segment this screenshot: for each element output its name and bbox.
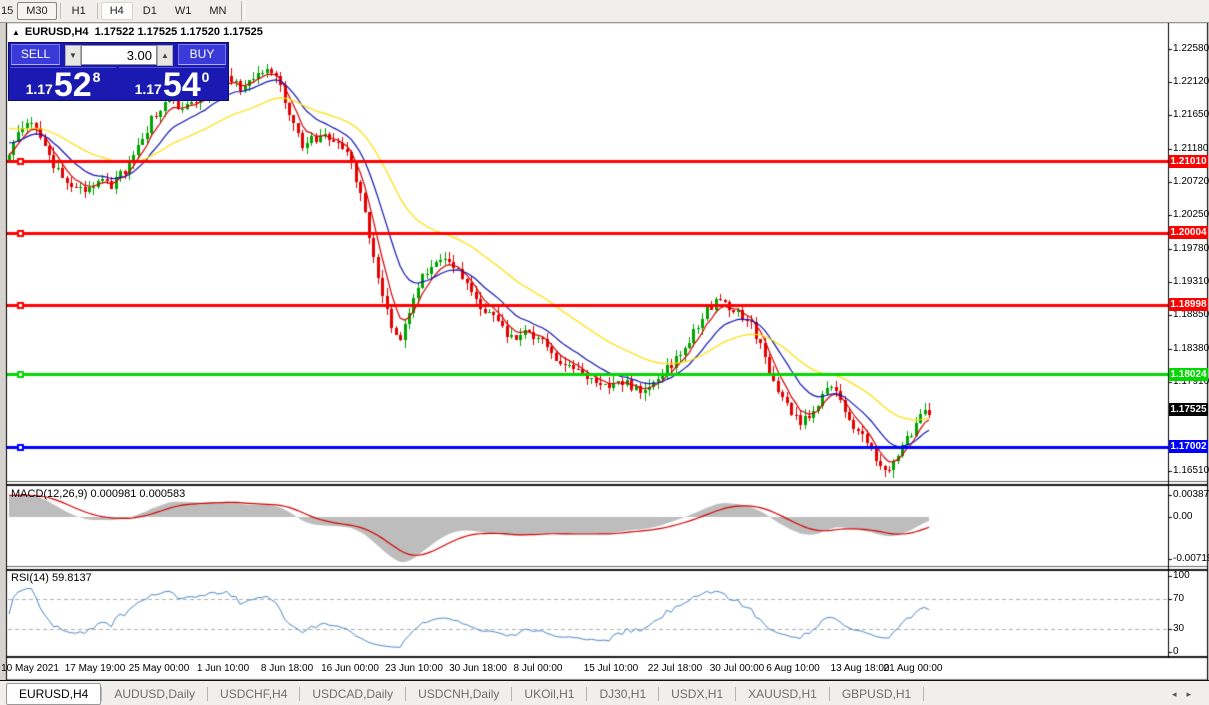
level-price-label: 1.20004 [1169,226,1208,240]
macd-scale-label: 0.00 [1173,511,1193,522]
level-price-label: 1.18998 [1169,298,1208,312]
timeframe-button-mn[interactable]: MN [209,5,227,17]
timeframe-button-h4[interactable]: H4 [100,2,133,20]
collapse-panel-icon[interactable]: ▲ [12,28,20,37]
y-axis-tick-label: 1.21180 [1173,142,1209,154]
y-axis-tick-label: 1.19310 [1173,276,1209,288]
tab-separator [207,686,209,701]
tab-separator [923,686,925,701]
chart-tab-xauusd[interactable]: XAUUSD,H1 [748,687,817,701]
rsi-scale-label: 70 [1173,592,1185,604]
y-axis-tick-label: 1.16510 [1173,465,1209,476]
x-axis-date-label: 8 Jul 00:00 [513,663,563,674]
sell-button[interactable]: SELL [11,44,60,65]
y-axis-tick-label: 1.18380 [1173,342,1209,354]
chart-tab-bar: EURUSD,H4 AUDUSD,Daily USDCHF,H4 USDCAD,Dai… [0,680,1209,705]
tab-separator [101,686,103,701]
x-axis-date-label: 16 Jun 00:00 [321,663,379,674]
chart-tab-usdchf[interactable]: USDCHF,H4 [220,687,288,701]
chart-symbol-label: EURUSD,H4 [24,26,89,38]
tab-separator [586,686,588,701]
x-axis-date-label: 22 Jul 18:00 [647,663,703,674]
x-axis-date-label: 15 Jul 10:00 [583,663,639,674]
y-axis-tick-label: 1.19780 [1173,242,1209,254]
macd-scale-label: -0.00719 [1173,552,1209,564]
tab-scroll-left-icon[interactable]: ◂ [1171,689,1187,699]
tab-scroll-arrows[interactable]: ◂▸ [1172,689,1201,700]
bid-price-label: 1.17525 [1169,403,1208,417]
timeframe-toolbar: 15 M30 H1 H4 D1 W1 MN [0,0,1209,23]
buy-price-point: 0 [201,69,210,85]
toolbar-separator [96,3,98,19]
tab-scroll-right-icon[interactable]: ▸ [1186,689,1201,699]
y-axis-tick-label: 1.21650 [1173,109,1209,121]
timeframe-button-15[interactable]: 15 [1,5,14,17]
one-click-trading-panel: SELL ▼ ▲ BUY 1.17 52 8 1.17 54 0 [9,43,228,104]
chart-tab-ukoil[interactable]: UKOil,H1 [524,687,575,701]
tab-separator [511,686,513,701]
rsi-scale-label: 0 [1173,646,1179,657]
tab-separator [735,686,737,701]
macd-scale-label: 0.003873 [1173,488,1209,500]
x-axis-date-label: 17 May 19:00 [64,663,126,674]
timeframe-button-m30[interactable]: M30 [17,2,57,20]
y-axis-tick-label: 1.18850 [1173,309,1209,321]
sell-price-display[interactable]: 1.17 52 8 [10,66,116,104]
level-price-label: 1.21010 [1169,154,1208,168]
timeframe-button-w1[interactable]: W1 [174,5,192,17]
y-axis-tick-label: 1.20250 [1173,209,1209,221]
sell-price-whole: 1.17 [25,81,53,97]
level-price-label: 1.18024 [1169,367,1208,381]
x-axis-date-label: 13 Aug 18:00 [830,663,890,674]
tab-separator [299,686,301,701]
toolbar-group-separator [241,1,246,21]
chart-tab-usdx[interactable]: USDX,H1 [671,687,724,701]
x-axis-date-label: 30 Jul 00:00 [709,663,765,674]
chart-tab-gbpusd[interactable]: GBPUSD,H1 [841,687,912,701]
volume-decrease-icon[interactable]: ▼ [65,45,81,66]
timeframe-button-h1[interactable]: H1 [71,5,86,17]
tab-separator [658,686,660,701]
buy-price-pips: 54 [162,66,201,104]
y-axis-tick-label: 1.22120 [1173,75,1209,87]
x-axis-date-label: 21 Aug 00:00 [883,663,943,674]
tab-separator [828,686,830,701]
volume-increase-icon[interactable]: ▲ [157,45,173,66]
x-axis-date-label: 23 Jun 10:00 [385,663,443,674]
level-price-label: 1.17002 [1169,440,1208,454]
chart-title: ▲ EURUSD,H4 1.17522 1.17525 1.17520 1.175… [12,26,263,38]
y-axis-tick-label: 1.17910 [1173,376,1209,388]
toolbar-separator [59,3,61,19]
chart-tab-audusd[interactable]: AUDUSD,Daily [114,687,196,701]
x-axis-date-label: 25 May 00:00 [128,663,190,674]
x-axis-date-label: 8 Jun 18:00 [260,663,314,674]
chart-ohlc-values: 1.17522 1.17525 1.17520 1.17525 [94,26,263,38]
x-axis-date-label: 6 Aug 10:00 [766,663,820,674]
buy-price-whole: 1.17 [134,81,162,97]
x-axis-date-label: 1 Jun 10:00 [196,663,250,674]
tab-separator [405,686,407,701]
y-axis-tick-label: 1.22580 [1173,42,1209,54]
rsi-scale-label: 100 [1173,570,1190,581]
volume-stepper: ▼ ▲ [65,45,173,66]
timeframe-button-d1[interactable]: D1 [142,5,157,17]
sell-price-pips: 52 [53,66,92,104]
chart-tab-dj30[interactable]: DJ30,H1 [599,687,647,701]
buy-price-display[interactable]: 1.17 54 0 [119,66,225,104]
trade-controls-row: SELL ▼ ▲ BUY [9,43,228,66]
y-axis-tick-label: 1.20720 [1173,175,1209,187]
rsi-scale-label: 30 [1173,623,1185,635]
x-axis-date-label: 10 May 2021 [1,663,59,674]
chart-tab-eurusd[interactable]: EURUSD,H4 [6,683,102,705]
sell-price-point: 8 [92,69,101,85]
x-axis-date-label: 30 Jun 18:00 [449,663,507,674]
rsi-indicator-label: RSI(14) 59.8137 [11,572,92,584]
buy-button[interactable]: BUY [178,44,226,65]
chart-tab-usdcnh[interactable]: USDCNH,Daily [418,687,500,701]
volume-input[interactable] [81,45,157,65]
macd-indicator-label: MACD(12,26,9) 0.000981 0.000583 [11,488,186,500]
chart-tab-usdcad[interactable]: USDCAD,Daily [312,687,394,701]
